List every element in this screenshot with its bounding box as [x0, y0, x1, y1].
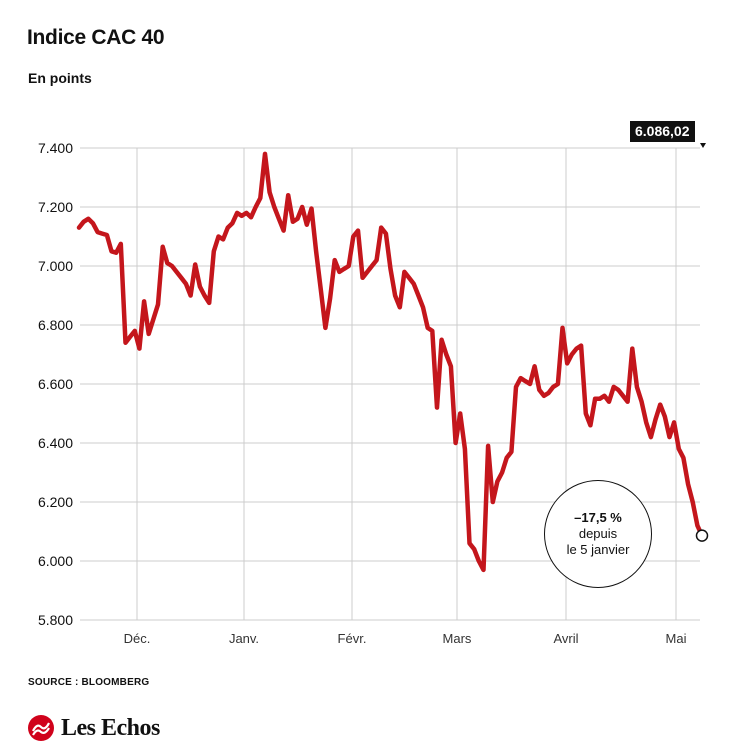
badge-pointer — [700, 143, 706, 148]
x-axis-tick-labels: Déc. Janv. Févr. Mars Avril Mai — [124, 631, 687, 646]
y-tick-label: 6.800 — [38, 317, 73, 333]
x-tick-label: Janv. — [229, 631, 259, 646]
x-tick-label: Mai — [666, 631, 687, 646]
y-tick-label: 6.400 — [38, 435, 73, 451]
cac40-series-line — [76, 151, 705, 573]
les-echos-logo: Les Echos — [27, 712, 160, 744]
chart-subtitle: En points — [28, 70, 92, 86]
change-callout: –17,5 % depuis le 5 janvier — [544, 480, 652, 588]
last-point-marker — [695, 529, 709, 542]
series-layer — [76, 143, 709, 573]
x-tick-label: Avril — [553, 631, 578, 646]
x-tick-label: Févr. — [338, 631, 367, 646]
y-tick-label: 6.600 — [38, 376, 73, 392]
x-tick-label: Mars — [443, 631, 472, 646]
x-tick-label: Déc. — [124, 631, 151, 646]
y-tick-label: 6.200 — [38, 494, 73, 510]
y-axis-tick-labels: 5.800 6.000 6.200 6.400 6.600 6.800 7.000 7.200… — [38, 140, 73, 628]
y-tick-label: 7.000 — [38, 258, 73, 274]
logo-text: Les Echos — [61, 714, 160, 741]
callout-percentage: –17,5 % — [574, 510, 622, 525]
chart-title: Indice CAC 40 — [27, 26, 165, 49]
last-value-badge: 6.086,02 — [630, 121, 695, 142]
y-tick-label: 7.400 — [38, 140, 73, 156]
callout-line-1: depuis — [578, 526, 618, 541]
les-echos-emblem-icon — [28, 715, 54, 741]
y-tick-label: 5.800 — [38, 612, 73, 628]
callout-line-2: le 5 janvier — [566, 542, 630, 557]
y-tick-label: 7.200 — [38, 199, 73, 215]
source-note: SOURCE : BLOOMBERG — [28, 677, 150, 688]
y-tick-label: 6.000 — [38, 553, 73, 569]
